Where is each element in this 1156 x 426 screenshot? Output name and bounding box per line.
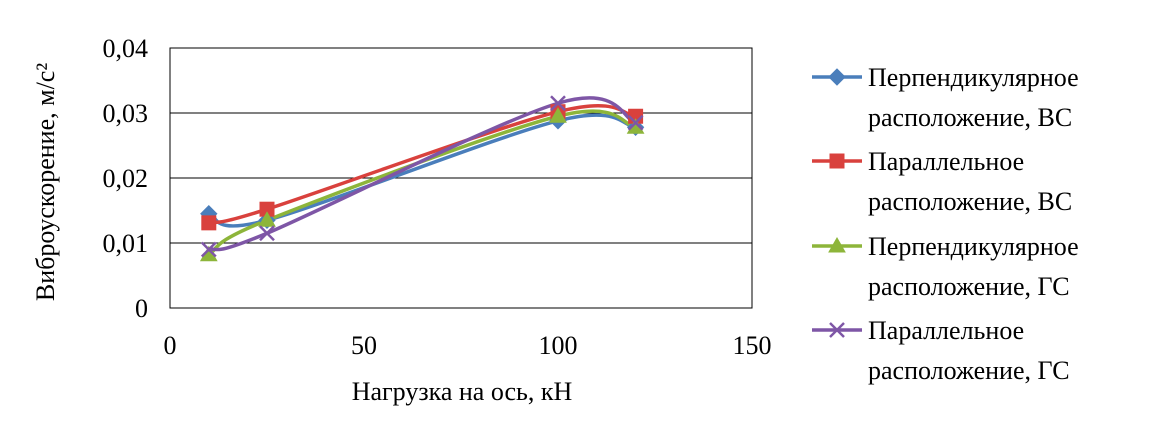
data-point-series-3 [549, 107, 567, 123]
legend-item-1: Перпендикулярное расположение, ВС [812, 63, 1079, 132]
plot-area-border [169, 47, 753, 309]
legend-marker [829, 322, 845, 338]
x-tick-label: 0 [164, 331, 177, 360]
legend-label: Перпендикулярное [868, 232, 1079, 261]
series-markers [199, 95, 645, 262]
legend-label: расположение, ВС [868, 187, 1072, 216]
y-axis-title: Виброускорение, м/с² [31, 63, 60, 301]
legend-label: Параллельное [868, 316, 1024, 345]
marker-stroke [550, 95, 566, 112]
series-line-2 [208, 103, 636, 225]
legend-marker [828, 68, 846, 86]
series-line-1 [208, 113, 636, 228]
legend-marker [828, 236, 846, 253]
y-tick-label: 0 [135, 294, 148, 323]
legend-marker [829, 153, 845, 169]
y-tick-label: 0,04 [103, 34, 149, 63]
data-point-series-4 [259, 225, 275, 242]
tick-labels: 0 0,01 0,02 0,03 0,04 0 50 100 150 [103, 34, 772, 360]
legend-item-2: Параллельное расположение, ВС [812, 147, 1072, 216]
legend-label: расположение, ГС [868, 272, 1070, 301]
y-tick-label: 0,02 [103, 164, 149, 193]
marker-stroke [627, 114, 644, 131]
marker-stroke [829, 322, 845, 338]
x-axis-title: Нагрузка на ось, кН [352, 377, 573, 406]
x-tick-label: 50 [351, 331, 377, 360]
series-line-4 [208, 96, 637, 252]
data-point-series-4 [550, 95, 566, 112]
data-point-series-2 [201, 215, 217, 231]
legend-label: расположение, ГС [868, 356, 1070, 385]
legend-item-3: Перпендикулярное расположение, ГС [812, 232, 1079, 301]
data-point-series-3 [258, 211, 276, 227]
data-point-series-4 [627, 114, 644, 131]
x-tick-label: 100 [539, 331, 578, 360]
x-tick-label: 150 [733, 331, 772, 360]
y-tick-label: 0,03 [103, 99, 149, 128]
axes [169, 47, 753, 309]
marker-stroke [200, 241, 217, 258]
legend-label: расположение, ВС [868, 103, 1072, 132]
marker-stroke [259, 225, 275, 242]
data-point-series-4 [200, 241, 217, 258]
series-lines [207, 96, 637, 257]
y-tick-label: 0,01 [103, 229, 149, 258]
legend-label: Параллельное [868, 147, 1024, 176]
legend-label: Перпендикулярное [868, 63, 1079, 92]
legend-item-4: Параллельное расположение, ГС [812, 316, 1070, 385]
